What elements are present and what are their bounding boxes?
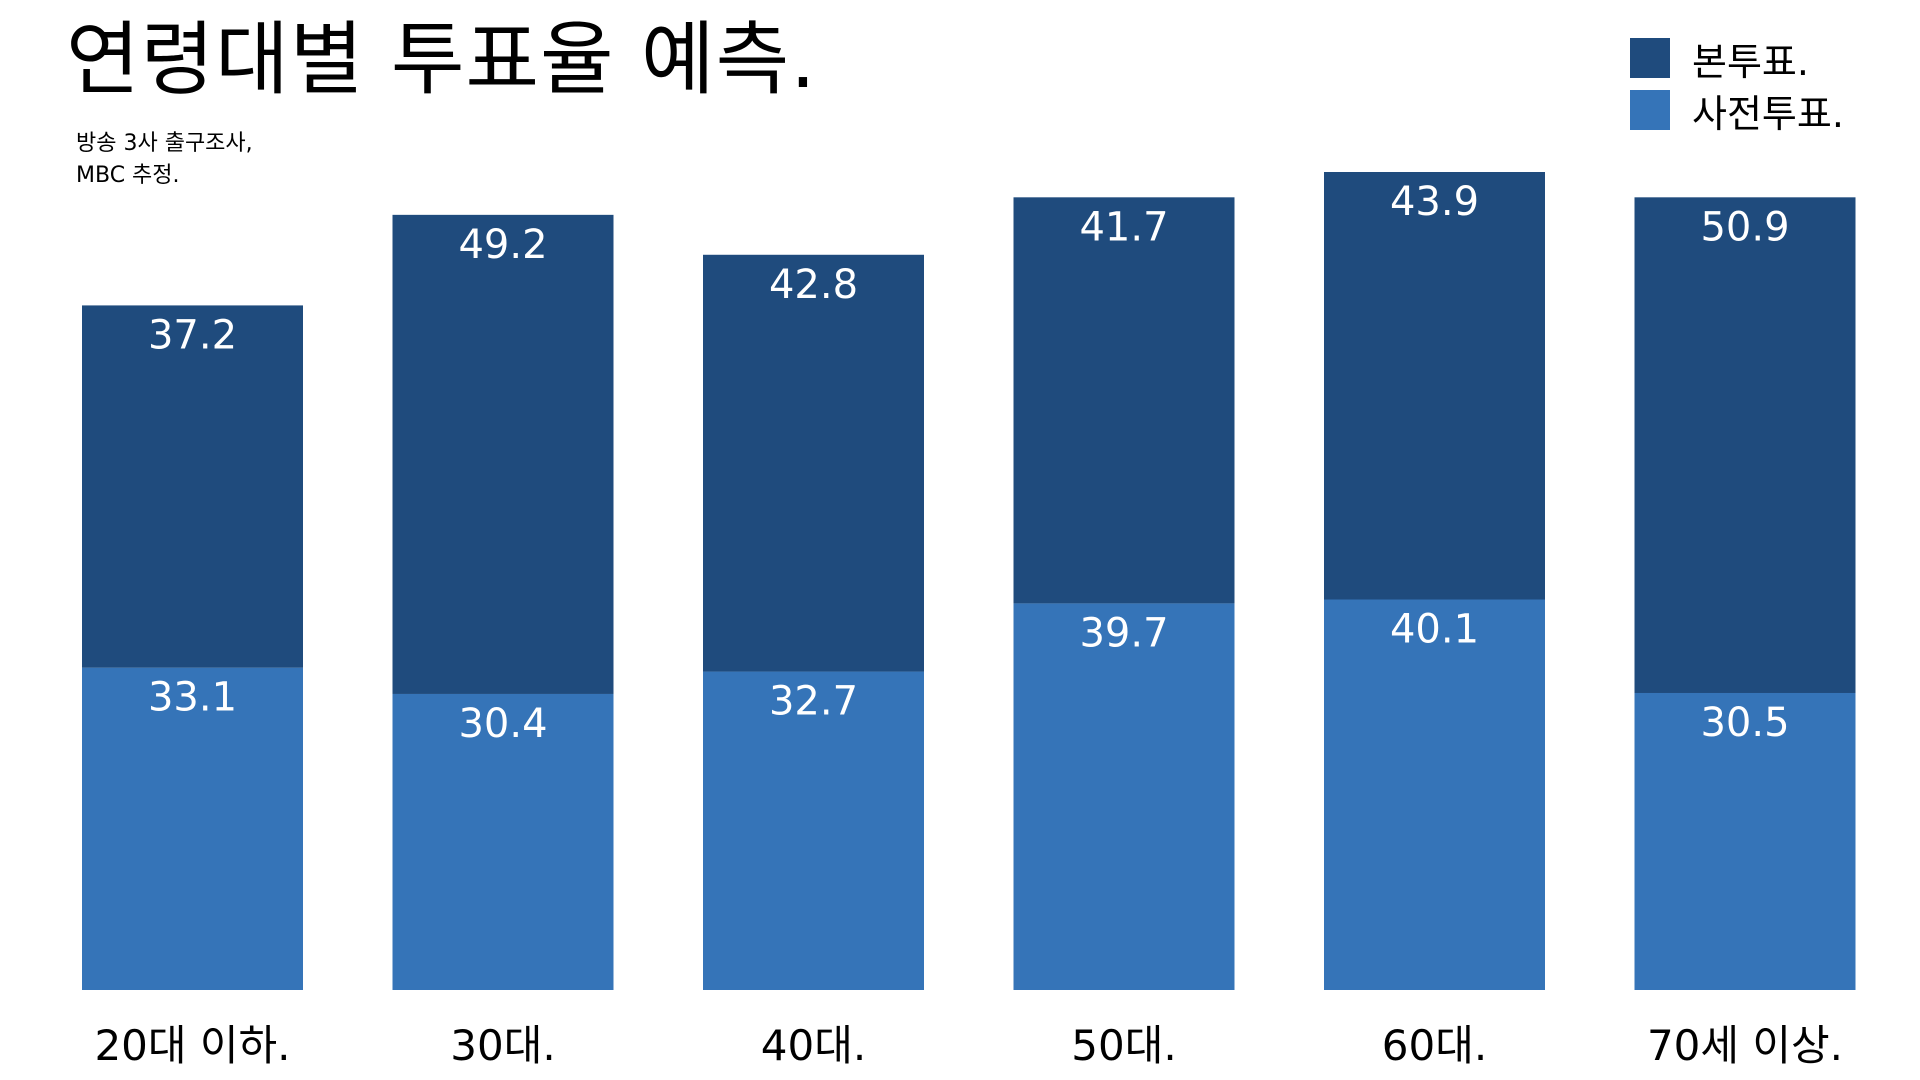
chart-title: 연령대별 투표율 예측.	[66, 13, 817, 106]
x-tick-label-4: 50대.	[1071, 1021, 1176, 1070]
x-tick-label-5: 60대.	[1382, 1021, 1487, 1070]
data-label-early-vote-5: 40.1	[1390, 607, 1479, 653]
bar-main-vote-4	[1013, 197, 1235, 604]
bar-main-vote-5	[1324, 172, 1545, 600]
data-label-early-vote-3: 32.7	[769, 679, 858, 725]
bar-early-vote-2	[392, 693, 614, 990]
data-label-early-vote-1: 33.1	[148, 675, 237, 721]
bar-main-vote-3	[703, 254, 924, 672]
bar-early-vote-6	[1634, 692, 1856, 990]
legend-item-main-vote: 본투표.	[1630, 34, 1844, 84]
bar-main-vote-2	[392, 214, 614, 694]
bar-main-vote-1	[82, 305, 303, 668]
chart-legend: 본투표. 사전투표.	[1630, 34, 1844, 138]
data-label-main-vote-3: 42.8	[769, 262, 858, 308]
legend-label-early-vote: 사전투표.	[1692, 91, 1844, 136]
x-tick-label-1: 20대 이하.	[94, 1021, 290, 1070]
data-label-main-vote-2: 49.2	[458, 222, 547, 268]
data-label-early-vote-6: 30.5	[1700, 700, 1789, 746]
data-label-main-vote-6: 50.9	[1700, 204, 1789, 250]
x-tick-label-3: 40대.	[761, 1021, 866, 1070]
data-label-early-vote-2: 30.4	[458, 701, 547, 747]
bar-early-vote-4	[1013, 603, 1235, 990]
data-label-main-vote-1: 37.2	[148, 312, 237, 358]
x-tick-label-6: 70세 이상.	[1647, 1021, 1843, 1070]
legend-label-main-vote: 본투표.	[1692, 39, 1809, 84]
chart-subtitle: 방송 3사 출구조사, MBC 추정.	[76, 128, 253, 192]
legend-item-early-vote: 사전투표.	[1630, 86, 1844, 136]
legend-swatch-main-vote	[1630, 38, 1670, 78]
data-label-early-vote-4: 39.7	[1079, 610, 1168, 656]
x-tick-label-2: 30대.	[450, 1021, 555, 1070]
subtitle-line-1: 방송 3사 출구조사,	[76, 131, 253, 156]
bar-early-vote-5	[1324, 599, 1545, 990]
legend-swatch-early-vote	[1630, 90, 1670, 130]
subtitle-line-2: MBC 추정.	[76, 163, 180, 188]
data-label-main-vote-4: 41.7	[1079, 204, 1168, 250]
bar-main-vote-6	[1634, 197, 1856, 693]
bar-early-vote-3	[703, 671, 924, 990]
bar-early-vote-1	[82, 667, 303, 990]
data-label-main-vote-5: 43.9	[1390, 179, 1479, 225]
